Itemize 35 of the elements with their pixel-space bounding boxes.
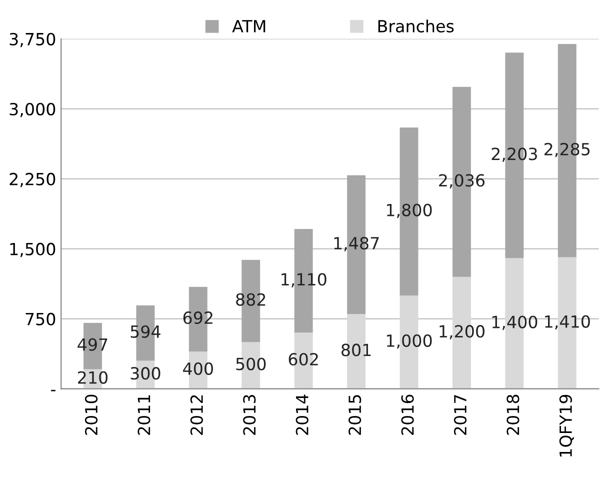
x-tick-label: 2017 (454, 395, 467, 435)
y-tick-label: 1,500 (10, 242, 56, 258)
y-tick-label: 750 (26, 312, 56, 326)
legend-label: Branches (378, 20, 454, 32)
data-label: 2,285 (544, 142, 590, 158)
x-tick-label: 2012 (190, 395, 203, 435)
x-tick-label: 2010 (84, 394, 98, 435)
x-tick-label: 2011 (138, 395, 150, 435)
data-label: 801 (342, 344, 371, 356)
x-tick-label: 2016 (401, 394, 414, 435)
y-tick-label: - (51, 390, 56, 392)
data-label: 400 (183, 362, 213, 375)
data-label: 300 (130, 367, 160, 380)
data-label: 1,400 (492, 316, 538, 330)
y-tick-label: 3,750 (10, 32, 56, 48)
x-tick-label: 2015 (348, 395, 362, 435)
y-tick-label: 3,000 (10, 102, 56, 118)
data-label: 692 (183, 311, 212, 324)
data-label: 1,410 (545, 315, 590, 330)
data-label: 500 (236, 358, 266, 370)
data-label: 2,036 (439, 174, 485, 188)
x-tick-label: 2018 (506, 394, 520, 435)
data-label: 1,000 (386, 334, 432, 349)
x-tick-label: 2014 (296, 394, 308, 435)
data-label: 1,110 (282, 273, 326, 288)
legend-label: ATM (232, 20, 266, 32)
data-label: 1,487 (334, 236, 379, 252)
data-label: 1,800 (386, 204, 432, 218)
data-label: 602 (288, 352, 318, 366)
data-label: 2,203 (492, 148, 537, 162)
data-label: 210 (78, 371, 108, 384)
x-tick-label: 1QFY19 (559, 394, 574, 457)
x-tick-label: 2013 (243, 395, 256, 435)
data-label: 1,200 (440, 325, 484, 340)
y-tick-label: 2,250 (10, 172, 56, 188)
